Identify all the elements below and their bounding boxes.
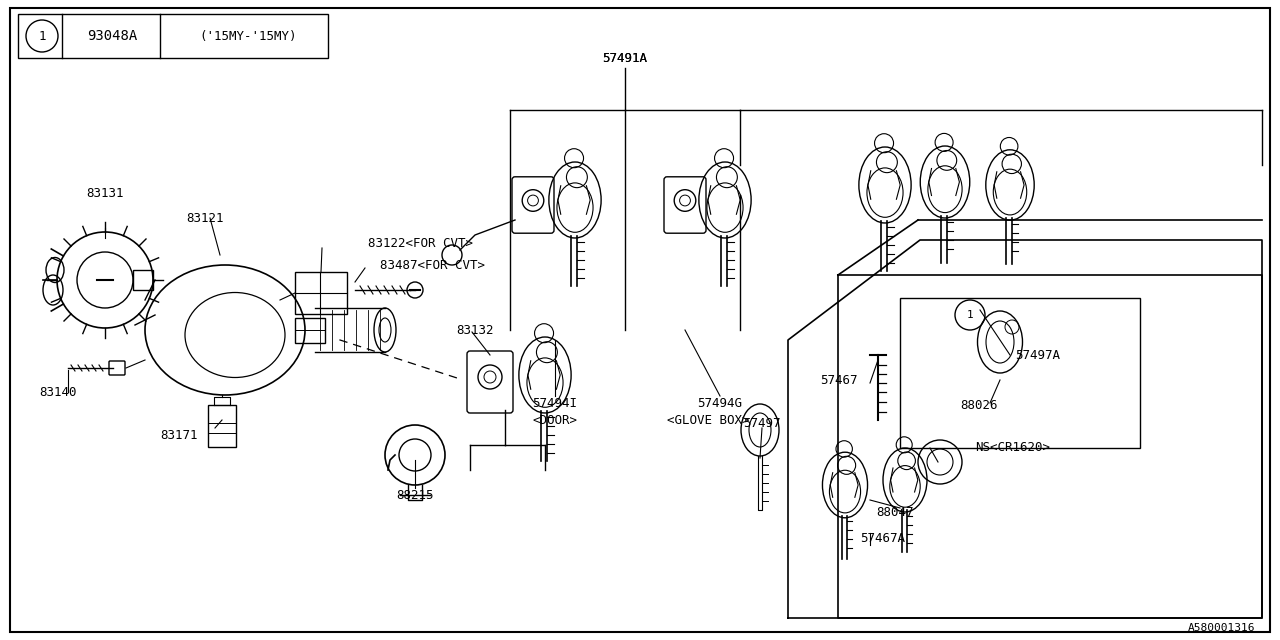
Text: 83171: 83171 bbox=[160, 429, 198, 442]
Bar bbox=[900, 298, 1140, 448]
Text: 57491A: 57491A bbox=[603, 51, 648, 65]
Text: 57467A: 57467A bbox=[860, 531, 905, 545]
Bar bbox=[294, 318, 325, 343]
Text: 1: 1 bbox=[38, 29, 46, 42]
Bar bbox=[18, 14, 328, 58]
Text: 88026: 88026 bbox=[960, 399, 998, 412]
Text: 88215: 88215 bbox=[397, 488, 434, 502]
Text: NS<CR1620>: NS<CR1620> bbox=[975, 440, 1050, 454]
Text: A580001316: A580001316 bbox=[1188, 623, 1254, 633]
Text: 57497: 57497 bbox=[744, 417, 781, 429]
Text: 57497A: 57497A bbox=[1015, 349, 1060, 362]
Text: 57491A: 57491A bbox=[603, 51, 648, 65]
Text: <GLOVE BOX>: <GLOVE BOX> bbox=[667, 413, 749, 426]
Text: 83121: 83121 bbox=[187, 211, 224, 225]
Bar bbox=[133, 270, 154, 290]
Bar bbox=[294, 272, 347, 314]
Text: 93048A: 93048A bbox=[87, 29, 137, 43]
Text: 57467: 57467 bbox=[820, 374, 858, 387]
Text: ('15MY-'15MY): ('15MY-'15MY) bbox=[200, 29, 297, 42]
Text: <DOOR>: <DOOR> bbox=[532, 413, 577, 426]
Text: 83140: 83140 bbox=[40, 385, 77, 399]
Bar bbox=[209, 405, 236, 447]
Text: 83131: 83131 bbox=[86, 186, 124, 200]
Text: 83487<FOR CVT>: 83487<FOR CVT> bbox=[380, 259, 485, 271]
Text: 57494I: 57494I bbox=[532, 397, 577, 410]
Text: 57494G: 57494G bbox=[698, 397, 742, 410]
Text: 1: 1 bbox=[966, 310, 973, 320]
Text: 88047: 88047 bbox=[877, 506, 914, 518]
Text: 83122<FOR CVT>: 83122<FOR CVT> bbox=[369, 237, 474, 250]
Text: 83132: 83132 bbox=[456, 323, 494, 337]
